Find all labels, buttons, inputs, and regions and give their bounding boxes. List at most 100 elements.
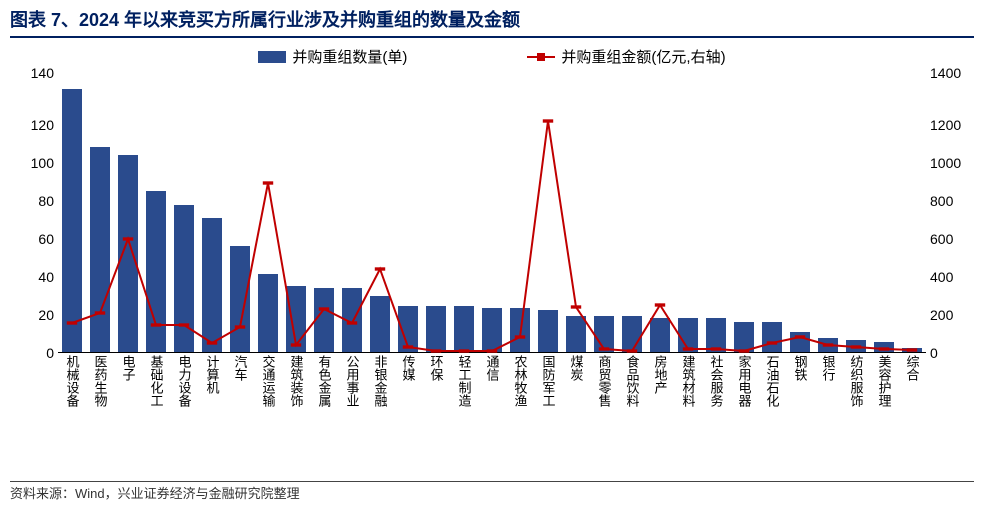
bar <box>874 342 894 352</box>
bar-slot <box>898 73 926 352</box>
plot-area <box>58 73 926 353</box>
bar <box>846 340 866 352</box>
bar-slot <box>646 73 674 352</box>
bar <box>398 306 418 352</box>
x-label: 有色金属 <box>310 353 338 423</box>
y-left-tick: 60 <box>10 232 54 246</box>
bar-slot <box>394 73 422 352</box>
bar-slot <box>534 73 562 352</box>
y-right-tick: 400 <box>930 270 974 284</box>
bar <box>230 246 250 352</box>
bar <box>762 322 782 352</box>
x-label: 建筑装饰 <box>282 353 310 423</box>
bar <box>146 191 166 352</box>
bar <box>538 310 558 352</box>
bar <box>314 288 334 352</box>
bar-slot <box>786 73 814 352</box>
bar-slot <box>170 73 198 352</box>
x-label: 环保 <box>422 353 450 423</box>
x-label: 钢铁 <box>786 353 814 423</box>
bar <box>622 316 642 352</box>
bar-slot <box>506 73 534 352</box>
bar <box>62 89 82 352</box>
x-label: 社会服务 <box>702 353 730 423</box>
bar <box>342 288 362 352</box>
bar-slot <box>702 73 730 352</box>
x-label: 国防军工 <box>534 353 562 423</box>
x-label: 房地产 <box>646 353 674 423</box>
y-left-tick: 0 <box>10 346 54 360</box>
x-axis: 机械设备医药生物电子基础化工电力设备计算机汽车交通运输建筑装饰有色金属公用事业非… <box>58 353 926 423</box>
bars-container <box>58 73 926 353</box>
bar-slot <box>254 73 282 352</box>
bar-slot <box>226 73 254 352</box>
y-right-tick: 1400 <box>930 66 974 80</box>
legend-line-label: 并购重组金额(亿元,右轴) <box>561 46 725 67</box>
bar-slot <box>310 73 338 352</box>
bar-slot <box>198 73 226 352</box>
chart-title: 图表 7、2024 年以来竞买方所属行业涉及并购重组的数量及金额 <box>0 0 984 36</box>
bar-slot <box>366 73 394 352</box>
y-left-tick: 140 <box>10 66 54 80</box>
bar <box>370 296 390 352</box>
x-label: 汽车 <box>226 353 254 423</box>
title-rule <box>10 36 974 38</box>
x-label: 通信 <box>478 353 506 423</box>
legend: 并购重组数量(单) 并购重组金额(亿元,右轴) <box>0 44 984 73</box>
bar <box>118 155 138 352</box>
y-right-tick: 800 <box>930 194 974 208</box>
x-label: 基础化工 <box>142 353 170 423</box>
bar-slot <box>114 73 142 352</box>
bar-slot <box>58 73 86 352</box>
bar <box>678 318 698 352</box>
legend-bar-label: 并购重组数量(单) <box>292 46 407 67</box>
bar <box>902 348 922 352</box>
bar <box>594 316 614 352</box>
bar-slot <box>282 73 310 352</box>
x-label: 计算机 <box>198 353 226 423</box>
footer-source: 资料来源：Wind，兴业证券经济与金融研究院整理 <box>10 483 300 502</box>
bar <box>734 322 754 352</box>
y-left-tick: 20 <box>10 308 54 322</box>
x-label: 非银金融 <box>366 353 394 423</box>
x-label: 公用事业 <box>338 353 366 423</box>
bar-slot <box>562 73 590 352</box>
x-label: 商贸零售 <box>590 353 618 423</box>
bar-slot <box>842 73 870 352</box>
bar-slot <box>478 73 506 352</box>
x-label: 电子 <box>114 353 142 423</box>
y-left-tick: 100 <box>10 156 54 170</box>
bar-slot <box>590 73 618 352</box>
y-left-tick: 80 <box>10 194 54 208</box>
bar <box>818 338 838 352</box>
bar <box>202 218 222 352</box>
x-label: 轻工制造 <box>450 353 478 423</box>
y-right-tick: 200 <box>930 308 974 322</box>
x-label: 机械设备 <box>58 353 86 423</box>
bar <box>482 308 502 352</box>
x-label: 传媒 <box>394 353 422 423</box>
x-label: 综合 <box>898 353 926 423</box>
bar-slot <box>730 73 758 352</box>
legend-bar-item: 并购重组数量(单) <box>258 46 407 67</box>
x-label: 石油石化 <box>758 353 786 423</box>
bar-slot <box>618 73 646 352</box>
y-right-tick: 600 <box>930 232 974 246</box>
legend-bar-swatch <box>258 51 286 63</box>
x-label: 电力设备 <box>170 353 198 423</box>
y-axis-right: 1400120010008006004002000 <box>930 73 974 353</box>
bar-slot <box>814 73 842 352</box>
bar <box>454 306 474 352</box>
legend-line-swatch <box>527 56 555 58</box>
bar-slot <box>422 73 450 352</box>
bar <box>566 316 586 352</box>
y-right-tick: 1200 <box>930 118 974 132</box>
bar <box>706 318 726 352</box>
x-label: 农林牧渔 <box>506 353 534 423</box>
bar <box>426 306 446 352</box>
bar-slot <box>870 73 898 352</box>
legend-line-item: 并购重组金额(亿元,右轴) <box>527 46 725 67</box>
x-label: 美容护理 <box>870 353 898 423</box>
bar <box>650 318 670 352</box>
bar-slot <box>86 73 114 352</box>
